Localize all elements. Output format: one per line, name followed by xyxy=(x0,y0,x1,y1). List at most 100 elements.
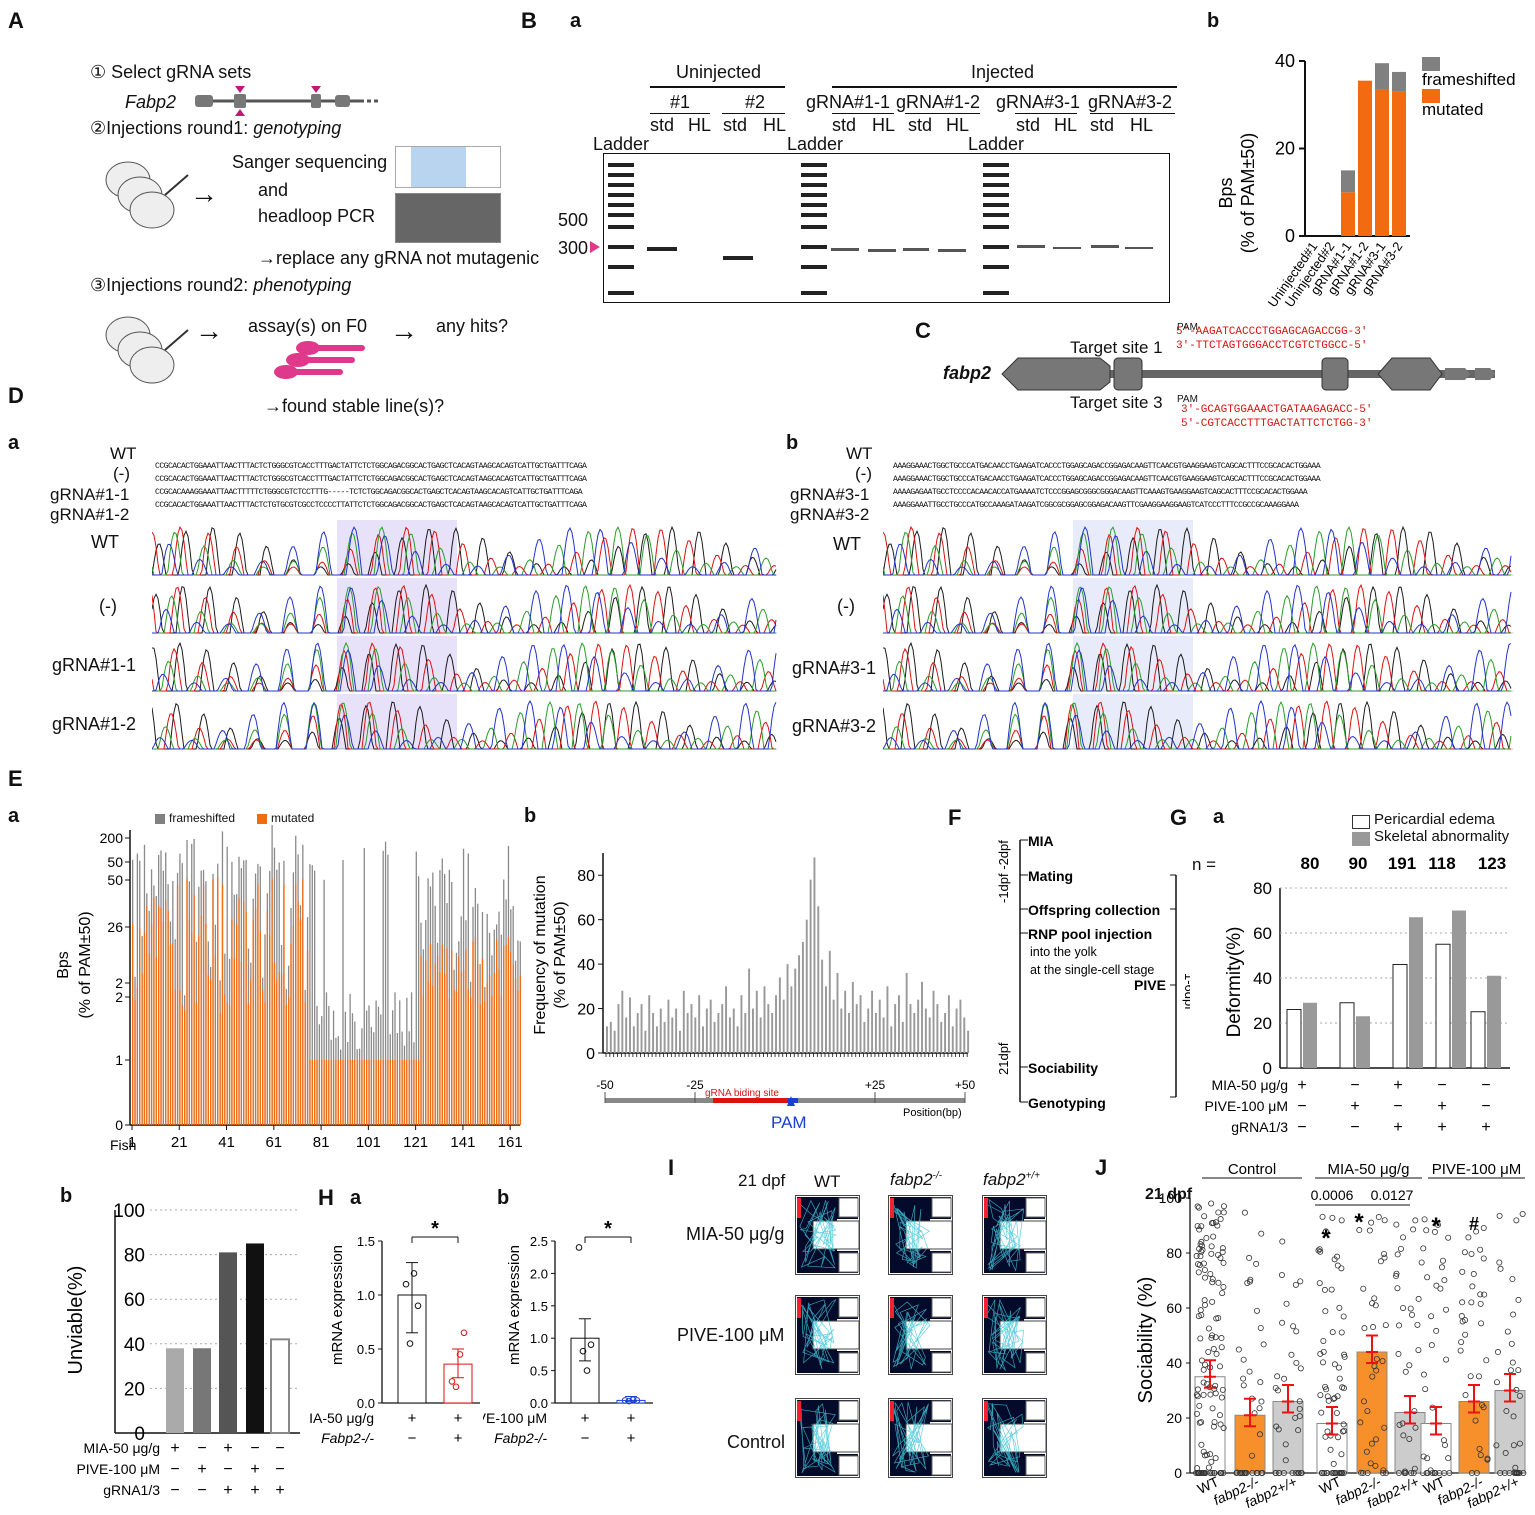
j-dot xyxy=(1508,1340,1515,1347)
sanger-text: Sanger sequencing xyxy=(232,152,388,172)
ladder-label-1: Ladder xyxy=(593,134,650,154)
ea-bar-mutated xyxy=(150,923,153,1125)
h-dot xyxy=(583,1367,591,1374)
ea-bar-mutated xyxy=(328,1060,330,1125)
symbol-cell: + xyxy=(1393,1119,1402,1136)
ea-bar-mutated xyxy=(363,1060,365,1125)
bb-bar-frameshifted xyxy=(1392,71,1406,92)
j-dot xyxy=(1194,1393,1201,1400)
j-dot xyxy=(1368,1219,1375,1226)
i-stim-bottom xyxy=(1025,1352,1046,1373)
symbol-cell: − xyxy=(1481,1098,1490,1115)
j-sig-star-2: * xyxy=(1354,1209,1364,1236)
eb-bar xyxy=(871,990,874,1053)
ea-bar-mutated xyxy=(238,898,240,1125)
ea-bar-mutated xyxy=(340,1060,342,1125)
eb-bar xyxy=(717,1013,720,1053)
db-row-wt: WT xyxy=(846,444,873,463)
h-sig-star: * xyxy=(431,1218,439,1240)
symbol-cell: + xyxy=(1393,1077,1402,1094)
ea-bar-mutated xyxy=(351,1060,354,1125)
eb-ytick-label: 60 xyxy=(577,913,595,930)
arrow-2: → xyxy=(195,315,223,346)
eb-bar xyxy=(725,986,728,1053)
j-dot xyxy=(1218,1344,1225,1351)
j-dot xyxy=(1475,1373,1482,1380)
h-row-label: MIA-50 μg/g xyxy=(310,1410,374,1426)
ea-bar-mutated xyxy=(179,990,181,1125)
uninjected-label: Uninjected xyxy=(676,62,762,82)
eb-bar xyxy=(636,1013,639,1053)
eb-ytick-label: 40 xyxy=(577,957,595,974)
j-dot xyxy=(1400,1432,1407,1439)
ea-bar-mutated xyxy=(191,933,193,1125)
ea-bar-mutated xyxy=(184,1009,186,1125)
j-dot xyxy=(1433,1327,1440,1334)
j-dot xyxy=(1198,1441,1205,1448)
j-dot xyxy=(1336,1375,1343,1382)
j-dot xyxy=(1239,1469,1246,1476)
da-seq-g12: CCGCACACTGGAAATTAACTTTACTCTGTGCGTCGCCTCC… xyxy=(155,501,587,510)
j-dot xyxy=(1210,1219,1217,1226)
ea-bar-mutated xyxy=(247,1003,250,1125)
h-dot xyxy=(456,1351,464,1358)
eb2-ytick-label: 100 xyxy=(113,1201,145,1222)
eb-bar xyxy=(848,1013,850,1053)
ea-bar-mutated xyxy=(221,884,224,1125)
panel-label-d: D xyxy=(8,383,24,408)
j-dot xyxy=(1370,1324,1377,1331)
ea-bar-mutated xyxy=(276,980,278,1125)
j-dot xyxy=(1341,1353,1348,1360)
eb-bar xyxy=(851,981,854,1053)
symbol-cell: + xyxy=(1297,1077,1306,1094)
j-dot xyxy=(1329,1329,1336,1336)
ea-bar-mutated xyxy=(347,1060,349,1125)
i-heatmap-cell xyxy=(888,1195,953,1275)
symbol-row-label: MIA-50 μg/g xyxy=(1211,1077,1288,1093)
eb-bar xyxy=(702,1026,704,1053)
h-ytick-label: 1.5 xyxy=(357,1234,375,1249)
j-dot xyxy=(1319,1359,1326,1366)
eb2-ytick-label: 20 xyxy=(124,1379,145,1400)
ea-bar-mutated xyxy=(375,1060,377,1125)
db-seq-g32: AAAGGAAATTGCCTGCCCATGCCAAAGATAAGATCGGCGC… xyxy=(893,501,1299,510)
j-dot xyxy=(1208,1243,1215,1250)
j-dot xyxy=(1321,1286,1328,1293)
ea-ytick-label: 2 xyxy=(115,975,123,991)
eb-bar xyxy=(606,1026,608,1053)
j-pvalue-2: 0.0127 xyxy=(1371,1187,1414,1203)
eb-pam-label: PAM xyxy=(771,1113,807,1132)
trace-line xyxy=(883,526,1512,576)
j-dot xyxy=(1457,1347,1464,1354)
symbol-row-label: gRNA1/3 xyxy=(103,1482,160,1498)
ea-bar-mutated xyxy=(335,1060,337,1125)
j-dot xyxy=(1410,1469,1417,1476)
eb-bar xyxy=(809,879,812,1053)
ga-n-value: 191 xyxy=(1388,854,1416,873)
j-dpf: 21 dpf xyxy=(1145,1186,1193,1203)
i-track xyxy=(892,1204,931,1269)
j-dot xyxy=(1212,1219,1219,1226)
j-dot xyxy=(1462,1392,1469,1399)
j-dot xyxy=(1331,1256,1338,1263)
j-dot xyxy=(1360,1469,1367,1476)
i-heatmap-cell xyxy=(982,1398,1047,1478)
j-dot xyxy=(1256,1431,1263,1438)
ea-legend-mutated: mutated xyxy=(271,811,315,825)
pam-3: PAM xyxy=(1177,394,1198,405)
j-dot xyxy=(1375,1214,1382,1221)
j-dot xyxy=(1215,1251,1222,1258)
j-dot xyxy=(1468,1250,1475,1257)
j-dot xyxy=(1211,1469,1218,1476)
eb-bar xyxy=(667,999,670,1053)
ea-bar-mutated xyxy=(288,997,290,1125)
chart-hb: mRNA expression 0.0 0.5 1.0 1.5 2.0 2.5 * PIVE-… xyxy=(483,1218,653,1447)
j-dot xyxy=(1515,1367,1522,1374)
db-row-g32: gRNA#3-2 xyxy=(790,505,870,524)
ea-bar-mutated xyxy=(370,1060,373,1125)
ea-bar-frameshifted xyxy=(311,865,313,1125)
j-dot xyxy=(1258,1469,1265,1476)
j-dot xyxy=(1253,1260,1260,1267)
ea-bar-mutated xyxy=(162,921,165,1125)
